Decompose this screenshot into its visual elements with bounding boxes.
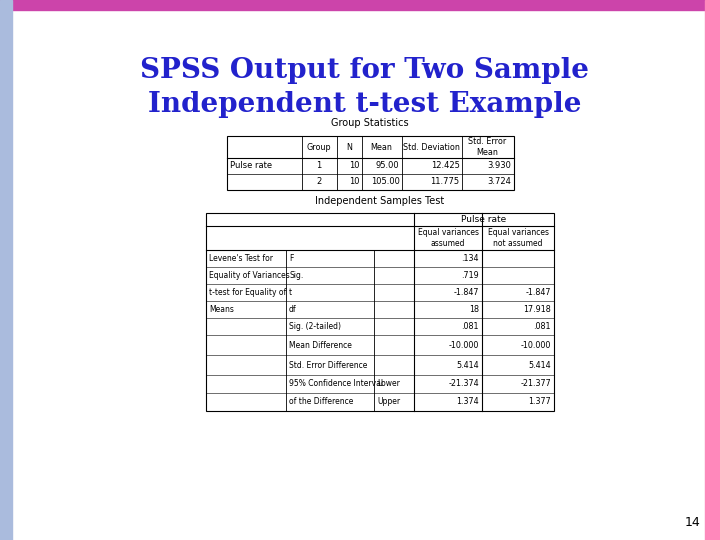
Text: 1.377: 1.377 [528, 397, 551, 407]
Text: Std. Deviation: Std. Deviation [403, 143, 460, 152]
Text: 10: 10 [349, 161, 359, 171]
Text: .081: .081 [534, 322, 551, 331]
Text: of the Difference: of the Difference [289, 397, 354, 407]
Text: Sig.: Sig. [289, 271, 303, 280]
Bar [0, 0, 720, 10]
Text: 11.775: 11.775 [431, 178, 459, 186]
Text: 10: 10 [349, 178, 359, 186]
Text: df: df [289, 305, 297, 314]
Text: -10.000: -10.000 [449, 341, 479, 349]
Bar [705, 0, 720, 540]
Text: 95.00: 95.00 [376, 161, 400, 171]
Text: Pulse rate: Pulse rate [230, 161, 271, 171]
Text: -1.847: -1.847 [454, 288, 479, 297]
Text: Equality of Variances: Equality of Variances [209, 271, 289, 280]
Bar [206, 213, 554, 411]
Text: Std. Error
Mean: Std. Error Mean [469, 137, 507, 157]
Text: Means: Means [209, 305, 234, 314]
Text: 12.425: 12.425 [431, 161, 459, 171]
Text: .134: .134 [462, 254, 479, 263]
Text: 5.414: 5.414 [456, 361, 479, 369]
Text: 5.414: 5.414 [528, 361, 551, 369]
Text: Equal variances
assumed: Equal variances assumed [418, 228, 479, 248]
Text: SPSS Output for Two Sample: SPSS Output for Two Sample [140, 57, 590, 84]
Text: 3.930: 3.930 [487, 161, 511, 171]
Text: F: F [289, 254, 293, 263]
Text: 1: 1 [316, 161, 322, 171]
Text: Independent Samples Test: Independent Samples Test [315, 196, 445, 206]
Text: Mean: Mean [371, 143, 392, 152]
Text: -10.000: -10.000 [521, 341, 551, 349]
Text: 105.00: 105.00 [371, 178, 400, 186]
Text: Levene's Test for: Levene's Test for [209, 254, 273, 263]
Text: Mean Difference: Mean Difference [289, 341, 352, 349]
Bar [0, 0, 12, 540]
Text: Lower: Lower [377, 380, 400, 388]
Text: 95% Confidence Interval: 95% Confidence Interval [289, 380, 383, 388]
Text: Upper: Upper [377, 397, 400, 407]
Text: Equal variances
not assumed: Equal variances not assumed [487, 228, 549, 248]
Text: Sig. (2-tailed): Sig. (2-tailed) [289, 322, 341, 331]
Text: -21.377: -21.377 [521, 380, 551, 388]
Text: Group Statistics: Group Statistics [331, 118, 409, 128]
Bar [227, 136, 513, 190]
Text: t: t [289, 288, 292, 297]
Text: -1.847: -1.847 [526, 288, 551, 297]
Text: 2: 2 [316, 178, 322, 186]
Text: .719: .719 [462, 271, 479, 280]
Text: 1.374: 1.374 [456, 397, 479, 407]
Text: N: N [346, 143, 352, 152]
Text: 18: 18 [469, 305, 479, 314]
Text: t-test for Equality of: t-test for Equality of [209, 288, 287, 297]
Text: Independent t-test Example: Independent t-test Example [148, 91, 582, 118]
Text: 17.918: 17.918 [523, 305, 551, 314]
Text: -21.374: -21.374 [449, 380, 479, 388]
Text: Group: Group [307, 143, 331, 152]
Text: Pulse rate: Pulse rate [462, 215, 507, 224]
Text: 3.724: 3.724 [487, 178, 511, 186]
Text: .081: .081 [462, 322, 479, 331]
Text: Std. Error Difference: Std. Error Difference [289, 361, 367, 369]
Text: 14: 14 [685, 516, 701, 529]
